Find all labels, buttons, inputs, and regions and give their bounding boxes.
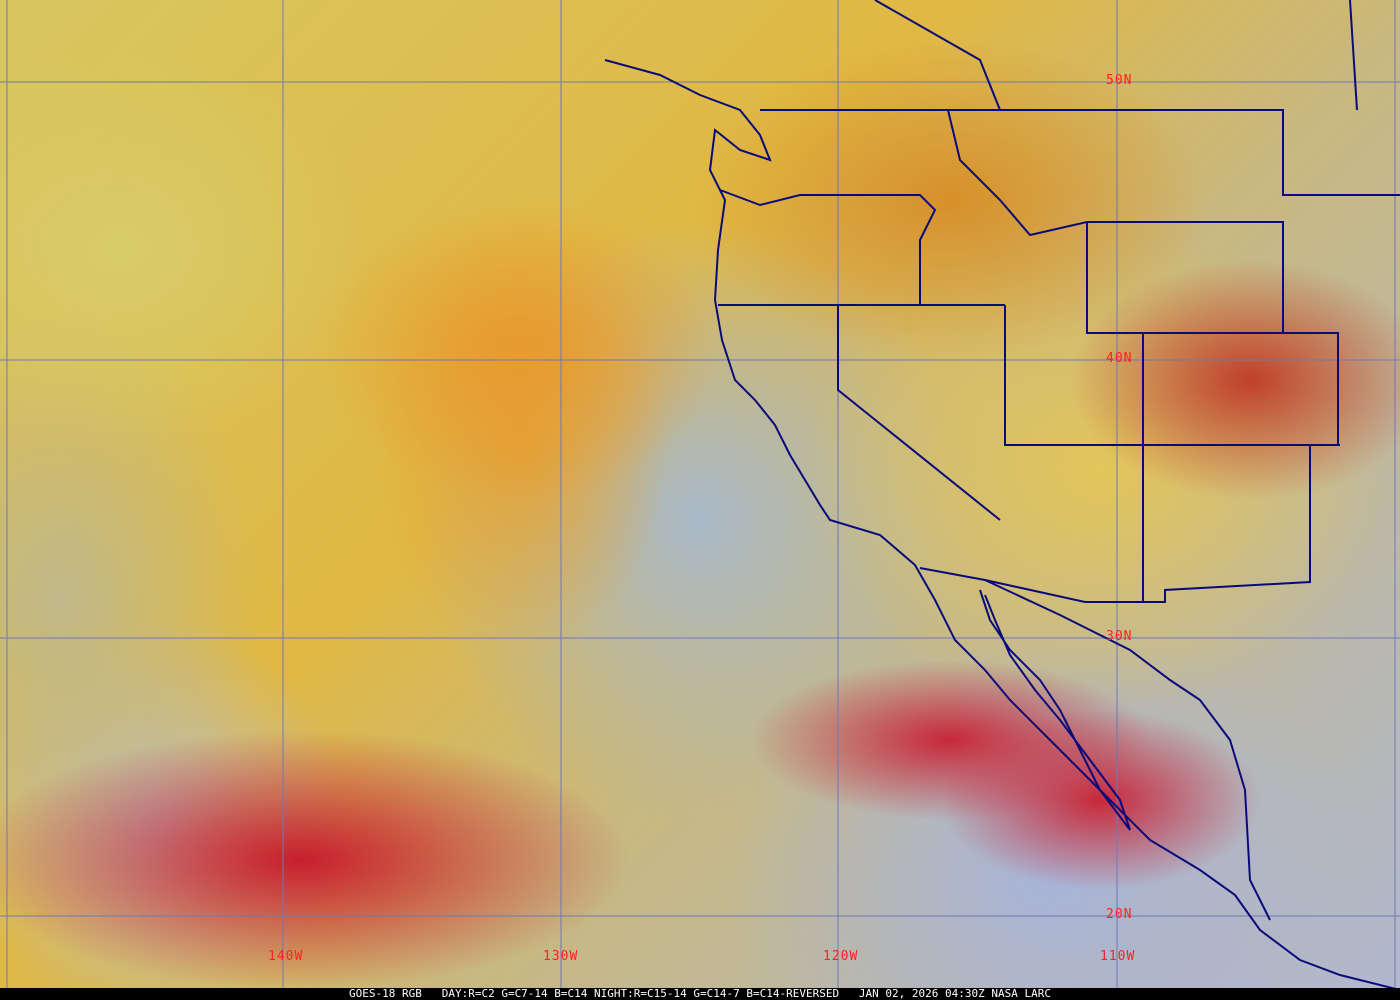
coastline	[604, 59, 1400, 991]
borders	[604, 0, 1400, 991]
longitude-label: 140W	[268, 949, 304, 964]
us-mexico-border	[919, 445, 1311, 603]
state-border-co	[1283, 332, 1339, 445]
gulf-coastline	[984, 579, 1271, 921]
image-caption: GOES-18 RGB DAY:R=C2 G=C7-14 B=C14 NIGHT…	[0, 988, 1400, 1000]
state-border-mt-canada	[1349, 0, 1358, 111]
latitude-label: 50N	[1106, 73, 1133, 88]
state-border-misc	[874, 0, 1001, 111]
state-border-id-mt	[947, 109, 1284, 334]
latitude-label: 40N	[1106, 351, 1133, 366]
longitude-label: 120W	[823, 949, 859, 964]
longitude-label: 110W	[1100, 949, 1136, 964]
state-border-ca-nv	[837, 305, 1001, 521]
latitude-label: 20N	[1106, 907, 1133, 922]
us-canada-border	[760, 109, 1400, 196]
longitude-label: 130W	[543, 949, 579, 964]
baja-coastline	[979, 589, 1131, 831]
state-border-nv-ut	[1004, 305, 1340, 446]
state-border-or-wa	[719, 189, 937, 305]
latitude-label: 30N	[1106, 629, 1133, 644]
